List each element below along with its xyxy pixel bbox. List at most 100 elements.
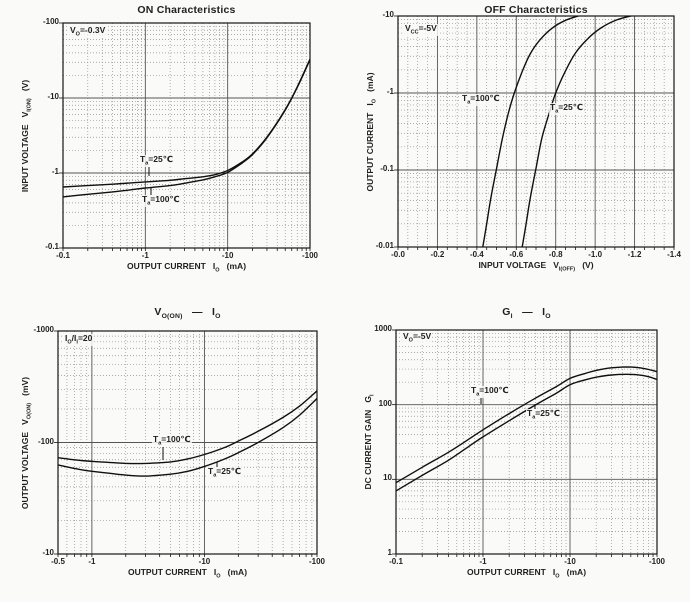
- condition-annotation: VCC=-5V: [404, 23, 438, 36]
- subscript: CC: [410, 29, 419, 36]
- x-axis-label: OUTPUT CURRENT IO (mA): [58, 567, 317, 580]
- subscript: O(ON): [161, 313, 183, 321]
- chart-off-characteristics: OFF Characteristics VCC=-5V INPUT VOLTAGE …: [345, 0, 690, 301]
- text-segment: V: [70, 25, 76, 35]
- curves-group: [482, 16, 634, 247]
- text-segment: /I: [71, 333, 77, 343]
- x-tick-label: -100: [301, 251, 319, 260]
- y-tick-label: 10: [383, 473, 392, 483]
- series-label-Ta=100℃: Ta=100℃: [152, 434, 192, 447]
- text-segment: (mA): [559, 567, 587, 577]
- subscript: O: [408, 337, 413, 344]
- y-tick-label: -0.1: [45, 242, 59, 251]
- plot-border: [57, 330, 318, 555]
- y-tick-label: -10: [47, 92, 59, 101]
- text-segment: (V): [575, 260, 594, 270]
- y-tick-label: -100: [37, 436, 54, 446]
- series-label-Ta=25℃: Ta=25℃: [526, 408, 561, 421]
- plot-border: [395, 329, 658, 555]
- text-segment: T: [153, 434, 159, 444]
- series-label-Ta=100℃: Ta=100℃: [461, 93, 501, 106]
- chart-canvas-gi-vs-io: [392, 329, 658, 557]
- subscript: I: [76, 339, 78, 346]
- x-tick-label: -0.1: [56, 251, 70, 260]
- series-label-Ta=25℃: Ta=25℃: [207, 466, 242, 479]
- x-tick-label: -0.1: [389, 557, 403, 566]
- curves-group: [63, 58, 310, 198]
- curve-Ta=25℃: [63, 58, 310, 188]
- subscript: a: [532, 414, 536, 421]
- curve-Ta=100℃: [482, 16, 581, 247]
- text-segment: OFF Characteristics: [484, 4, 588, 16]
- text-segment: T: [462, 93, 468, 103]
- subscript: a: [476, 391, 480, 398]
- text-segment: =-0.3V: [79, 25, 106, 35]
- text-segment: =100℃: [479, 385, 509, 395]
- text-segment: I: [213, 567, 217, 577]
- x-tick-label: -100: [308, 557, 326, 566]
- y-tick-label: -0.01: [375, 241, 394, 250]
- x-tick-label: -100: [648, 557, 666, 566]
- subscript: O(ON): [26, 402, 33, 419]
- subscript: a: [467, 99, 471, 106]
- subscript: O: [371, 98, 378, 103]
- chart-von-io: VO(ON) — IO IO/II=20 OUTPUT CURRENT IO (mA…: [0, 301, 345, 602]
- subscript: I: [510, 313, 513, 321]
- text-segment: =25℃: [216, 466, 241, 476]
- series-label-Ta=100℃: Ta=100℃: [470, 385, 510, 398]
- curve-Ta=25℃: [396, 373, 657, 492]
- x-tick-label: -1: [88, 557, 96, 566]
- text-segment: (mA): [219, 261, 247, 271]
- text-segment: =25℃: [535, 408, 560, 418]
- x-tick-label: -0.6: [509, 250, 524, 259]
- text-segment: =20: [77, 333, 93, 343]
- text-segment: V: [154, 306, 162, 318]
- x-tick-label: -10: [198, 557, 211, 566]
- text-segment: V: [405, 23, 411, 33]
- text-segment: —: [512, 306, 543, 318]
- text-segment: T: [140, 154, 146, 164]
- text-segment: OUTPUT CURRENT: [127, 567, 214, 577]
- curve-Ta=100℃: [63, 58, 310, 198]
- text-segment: =100℃: [161, 434, 191, 444]
- subscript: I: [369, 394, 376, 397]
- x-axis-label: INPUT VOLTAGE VI(OFF) (V): [398, 260, 674, 273]
- text-segment: OUTPUT CURRENT: [365, 105, 376, 192]
- condition-annotation: VO=-5V: [402, 331, 433, 344]
- x-tick-label: -1.2: [627, 250, 642, 259]
- series-label-Ta=25℃: Ta=25℃: [549, 102, 584, 115]
- x-tick-label: -10: [221, 251, 234, 260]
- subscript: I(OFF): [558, 266, 576, 273]
- y-tick-label: -0.1: [380, 164, 394, 173]
- text-segment: I: [552, 567, 556, 577]
- subscript: a: [158, 440, 162, 447]
- x-tick-label: -0.5: [51, 557, 65, 566]
- x-tick-label: -0.4: [469, 250, 484, 259]
- curve-Ta=25℃: [58, 397, 317, 477]
- series-label-Ta=100℃: Ta=100℃: [141, 194, 181, 207]
- chart-on-characteristics: ON Characteristics VO=-0.3V OUTPUT CURRENT…: [0, 0, 345, 301]
- series-label-Ta=25℃: Ta=25℃: [139, 154, 174, 167]
- chart-canvas-on-characteristics: [59, 22, 311, 251]
- y-tick-label: -10: [382, 10, 394, 19]
- y-tick-label: -1: [386, 87, 394, 96]
- x-tick-label: -1.0: [588, 250, 603, 259]
- y-tick-label: 1: [387, 548, 392, 557]
- y-tick-label: 100: [378, 398, 392, 408]
- y-tick-label: -10: [42, 548, 54, 557]
- text-segment: V: [403, 331, 409, 341]
- text-segment: T: [471, 385, 477, 395]
- subscript: O: [215, 267, 220, 274]
- x-tick-label: -10: [564, 557, 576, 566]
- text-segment: (mV): [20, 376, 31, 403]
- subscript: a: [555, 108, 559, 115]
- x-axis-label: OUTPUT CURRENT IO (mA): [63, 261, 310, 274]
- text-segment: T: [550, 102, 556, 112]
- y-tick-label: -1000: [33, 325, 54, 334]
- text-segment: INPUT VOLTAGE: [478, 260, 554, 270]
- x-tick-label: -1: [479, 557, 487, 566]
- text-segment: INPUT VOLTAGE: [20, 116, 31, 192]
- subscript: O: [545, 313, 551, 321]
- text-segment: V: [553, 260, 559, 270]
- x-tick-label: -0.2: [430, 250, 445, 259]
